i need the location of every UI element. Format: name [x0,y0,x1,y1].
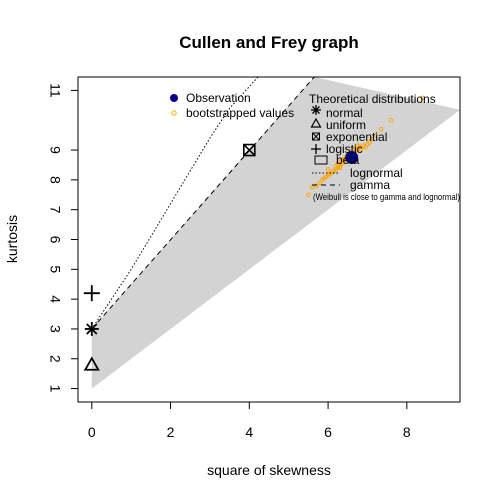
y-tick-label: 6 [47,236,63,244]
legend-normal-marker [311,105,321,115]
legend-weibull-note: (Weibull is close to gamma and lognormal… [313,192,460,203]
beta-region [92,77,460,389]
x-tick-label: 8 [403,424,411,440]
y-tick-label: 7 [47,206,63,214]
legend-bootstrapped-marker [172,111,176,115]
x-tick-label: 6 [324,424,332,440]
y-tick-label: 4 [47,295,63,303]
normal-marker [85,322,99,336]
y-tick-label: 5 [47,265,63,273]
y-tick-label: 3 [47,325,63,333]
y-axis-label: kurtosis [4,215,20,263]
y-tick-label: 11 [47,83,63,98]
x-tick-label: 4 [245,424,253,440]
plot-area [84,77,460,389]
y-tick-label: 8 [47,176,63,184]
y-tick-label: 9 [47,146,63,154]
legend-gamma-label: gamma [350,178,390,192]
x-axis: 0 2 4 6 8 [88,402,411,440]
x-axis-label: square of skewness [207,462,331,478]
logistic-marker [84,285,100,301]
chart-title: Cullen and Frey graph [179,33,358,52]
y-tick-label: 2 [47,355,63,363]
legend-bootstrapped-label: bootstrapped values [186,106,294,120]
legend-observation-marker [170,94,178,102]
y-tick-label: 1 [47,385,63,393]
x-tick-label: 2 [167,424,175,440]
legend-theoretical-title: Theoretical distributions [309,92,436,106]
x-tick-label: 0 [88,424,96,440]
y-axis: 1 2 3 4 5 6 7 8 9 11 [47,83,78,393]
legend-beta-label: beta [336,153,360,167]
legend-observation: Observation bootstrapped values [170,91,294,120]
legend-observation-label: Observation [186,91,251,105]
legend-beta-marker [315,156,327,164]
